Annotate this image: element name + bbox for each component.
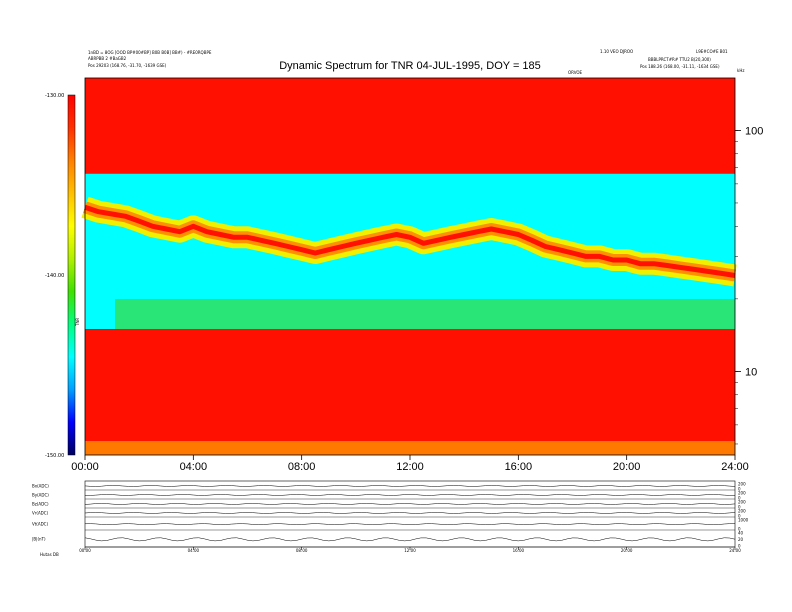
header-left-line3: Pos 29203 (168.76, -31.70, -1639 GSE) bbox=[88, 63, 167, 68]
bottom-row-tick: 20 bbox=[738, 537, 744, 542]
bottom-x-tick-label: 04:00 bbox=[188, 548, 200, 553]
bottom-row-trace bbox=[84, 537, 736, 542]
bottom-row-tick: 200 bbox=[738, 500, 746, 505]
y-tick-label: 100 bbox=[745, 125, 763, 137]
band-mid-green bbox=[115, 298, 735, 329]
x-axis: 00:00 04:00 08:00 12:00 16:00 20:00 24:00 bbox=[71, 455, 749, 473]
header-left-line1: 1nBD = 8OG [OOD BP#00#BP] B0B B0B] BB#) … bbox=[88, 50, 212, 55]
chart-title: Dynamic Spectrum for TNR 04-JUL-1995, DO… bbox=[279, 60, 541, 72]
mid-label: ORVOE bbox=[568, 70, 583, 75]
x-tick-label: 04:00 bbox=[180, 461, 208, 473]
bottom-x-tick-label: 00:00 bbox=[79, 548, 91, 553]
bottom-row-label: Bx(ADC) bbox=[32, 484, 49, 489]
bottom-row-trace bbox=[85, 494, 735, 496]
spectrogram bbox=[81, 77, 737, 456]
bottom-row-tick: 1000 bbox=[738, 518, 749, 523]
footer-left: Hutas DB bbox=[40, 552, 59, 557]
x-tick-label: 16:00 bbox=[505, 461, 533, 473]
bottom-row-trace bbox=[84, 485, 736, 487]
y-axis-unit: kHz bbox=[737, 68, 744, 73]
bottom-row-tick: 0 bbox=[738, 496, 741, 501]
bottom-x-tick-label: 12:00 bbox=[404, 548, 416, 553]
colorbar-gradient bbox=[67, 94, 76, 456]
y-tick-label: 10 bbox=[745, 366, 757, 378]
bottom-row-tick: 200 bbox=[738, 482, 746, 487]
bottom-row-tick: 0 bbox=[738, 505, 741, 510]
band-low-red bbox=[85, 328, 735, 455]
bottom-row-label: Vr(ADC) bbox=[32, 511, 49, 516]
x-tick-label: 00:00 bbox=[71, 461, 99, 473]
colorbar-tick-top: -130.00 bbox=[45, 93, 64, 99]
x-tick-label: 12:00 bbox=[396, 461, 424, 473]
bottom-row-label: By(ADC) bbox=[32, 493, 49, 498]
bottom-row-trace bbox=[84, 523, 735, 525]
bottom-row-trace bbox=[84, 503, 736, 505]
y-axis-right: 100 10 bbox=[735, 125, 763, 445]
bottom-x-tick-label: 24:00 bbox=[729, 548, 741, 553]
x-tick-label: 24:00 bbox=[721, 461, 749, 473]
bottom-panel-frame bbox=[84, 480, 736, 548]
bottom-row-tick: 0 bbox=[738, 544, 741, 549]
bottom-row-tick: 200 bbox=[738, 509, 746, 514]
bottom-row-trace bbox=[84, 512, 736, 514]
x-tick-label: 08:00 bbox=[288, 461, 316, 473]
bottom-row-tick: 0 bbox=[738, 514, 741, 519]
ridge-red-core bbox=[84, 204, 736, 278]
bottom-x-tick-label: 08:00 bbox=[296, 548, 308, 553]
header-right-line4: Pos 188.26 (168.00, -31.11, -1634 GSE) bbox=[640, 64, 720, 69]
header-right-line2: L9E#CO#E B01 bbox=[696, 49, 728, 54]
bottom-row-tick: 40 bbox=[738, 531, 744, 536]
colorbar-tick-mid: -140.00 bbox=[45, 273, 64, 279]
colorbar-label: TNR bbox=[75, 318, 80, 327]
bottom-x-tick-label: 20:00 bbox=[621, 548, 633, 553]
colorbar: -130.00 -140.00 -150.00 TNR bbox=[45, 93, 80, 459]
header-left-line2: ABRPBB 2 #BaGB2 bbox=[88, 56, 127, 61]
x-tick-label: 20:00 bbox=[613, 461, 641, 473]
header-right-line3: BBBLPRCT#R# TTU2 B(20,300) bbox=[648, 57, 711, 62]
bottom-x-tick-label: 16:00 bbox=[513, 548, 525, 553]
bottom-row-label: Bz(ADC) bbox=[32, 502, 49, 507]
bottom-row-label: |B|(nT) bbox=[32, 537, 46, 542]
band-low-yellow-edge bbox=[85, 441, 735, 455]
bottom-row-label: Vt(ADC) bbox=[32, 522, 48, 527]
header-right-line1: 1.10 VEO DJROO bbox=[600, 49, 633, 54]
bottom-row-tick: 0 bbox=[738, 527, 741, 532]
colorbar-tick-bottom: -150.00 bbox=[45, 453, 64, 459]
bottom-row-tick: 200 bbox=[738, 491, 746, 496]
band-high-red bbox=[85, 78, 735, 174]
bottom-row-tick: 0 bbox=[738, 487, 741, 492]
